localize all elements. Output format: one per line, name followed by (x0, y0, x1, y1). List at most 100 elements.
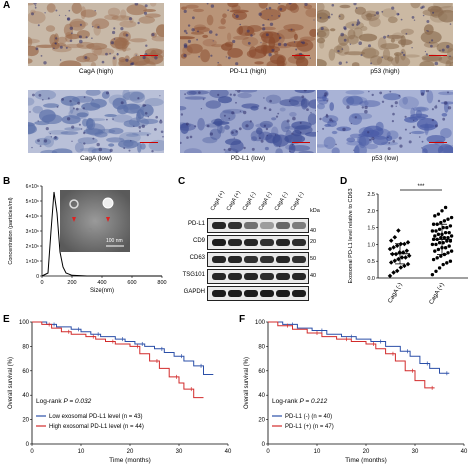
blot-band (212, 290, 226, 297)
legend-label: Low exosomal PD-L1 level (n = 43) (49, 414, 143, 420)
blot-band (276, 239, 290, 246)
x-axis-label: Time (months) (109, 457, 151, 464)
ihc-image (317, 3, 453, 66)
x-tick-label: 40 (461, 449, 468, 455)
y-tick-label: 100 (19, 320, 30, 326)
data-point (388, 260, 394, 265)
lane-label: CagA (-) (241, 191, 258, 212)
data-point (437, 266, 442, 270)
y-tick-label: 80 (22, 344, 29, 350)
blot-band (292, 273, 306, 280)
y-tick-label: 20 (258, 418, 265, 424)
tem-scale-bar-label: 100 nm (106, 238, 123, 244)
survival-curve (268, 321, 435, 389)
ihc-image (180, 3, 316, 66)
legend-label: PD-L1 (+) (n = 47) (285, 424, 334, 430)
panel-label-a: A (3, 0, 11, 11)
data-point (436, 212, 441, 216)
kda-marker: 20 (310, 239, 317, 245)
scale-bar (292, 55, 310, 56)
size-distribution-line (41, 191, 162, 277)
data-point (433, 214, 437, 218)
blot-band (228, 290, 242, 297)
ihc-caption: PD-L1 (low) (230, 155, 266, 162)
blot-strip (207, 286, 309, 301)
y-tick-label: 0 (262, 442, 266, 448)
blot-strip (207, 252, 309, 267)
lane-label: CagA (+) (225, 190, 242, 212)
blot-band (228, 239, 242, 246)
data-point (445, 239, 449, 243)
blot-band (228, 222, 242, 229)
blot-row-label: CD9 (192, 238, 205, 244)
blot-band (276, 290, 290, 297)
x-tick-label: 200 (67, 280, 76, 286)
x-tick-label: 10 (314, 449, 321, 455)
legend-label: High exosomal PD-L1 level (n = 44) (49, 424, 144, 430)
x-tick-label: 20 (127, 449, 134, 455)
blot-band (212, 256, 226, 263)
kda-marker: 40 (310, 273, 317, 279)
significance-stars: *** (417, 184, 425, 190)
blot-band (260, 239, 274, 246)
y-tick-label: 0.0 (367, 276, 375, 282)
data-point (448, 259, 453, 263)
x-tick-label: 0 (40, 280, 43, 286)
data-point (437, 241, 442, 245)
data-point (396, 228, 401, 233)
blot-strip (207, 218, 309, 233)
data-point (394, 243, 400, 248)
scale-bar (292, 142, 310, 143)
data-point (433, 234, 437, 238)
ihc-caption: p53 (high) (370, 68, 400, 75)
blot-band (292, 239, 306, 246)
y-tick-label: 3×10⁶ (26, 229, 39, 235)
red-arrow-icon (72, 217, 76, 222)
y-tick-label: 40 (258, 393, 265, 399)
red-arrow-icon (106, 217, 110, 222)
blot-row-label: TSG101 (182, 272, 205, 278)
data-point (430, 242, 435, 247)
data-point (446, 251, 450, 255)
y-tick-label: 1×10⁶ (26, 259, 39, 265)
data-point (392, 258, 398, 264)
blot-band (260, 222, 274, 229)
data-point (447, 230, 451, 235)
y-tick-label: 0 (36, 274, 39, 280)
data-point (449, 249, 454, 253)
x-axis-label: Size(nm) (90, 288, 114, 294)
blot-band (228, 273, 242, 280)
data-point (434, 242, 438, 247)
data-point (430, 272, 435, 277)
blot-band (276, 256, 290, 263)
y-tick-label: 2×10⁶ (26, 244, 39, 250)
data-point (436, 232, 441, 237)
y-tick-label: 0.5 (367, 259, 375, 265)
data-point (447, 244, 451, 248)
panel-label-e: E (3, 314, 10, 325)
data-point (431, 257, 436, 262)
data-point (439, 220, 443, 225)
data-point (449, 215, 454, 220)
data-point (431, 222, 436, 226)
blot-band (244, 273, 258, 280)
blot-band (260, 256, 274, 263)
data-point (449, 234, 454, 238)
scale-bar (140, 55, 158, 56)
km-survival-chart-e: 0 20 40 60 80 100 0 10 20 30 40 Time (months) Overal… (8, 320, 232, 464)
blot-band (260, 290, 274, 297)
panel-label-b: B (3, 176, 11, 187)
blot-band (244, 239, 258, 246)
y-tick-label: 100 (255, 320, 266, 326)
data-point (436, 247, 441, 252)
x-tick-label: 30 (176, 449, 183, 455)
blot-band (292, 222, 306, 229)
x-tick-label: 30 (412, 449, 419, 455)
data-point (434, 269, 438, 273)
y-tick-label: 0 (26, 442, 30, 448)
y-axis-label: Concentration (particles/ml) (8, 197, 14, 264)
blot-band (276, 222, 290, 229)
data-point (448, 224, 453, 228)
blot-band (292, 290, 306, 297)
data-point (437, 227, 442, 231)
